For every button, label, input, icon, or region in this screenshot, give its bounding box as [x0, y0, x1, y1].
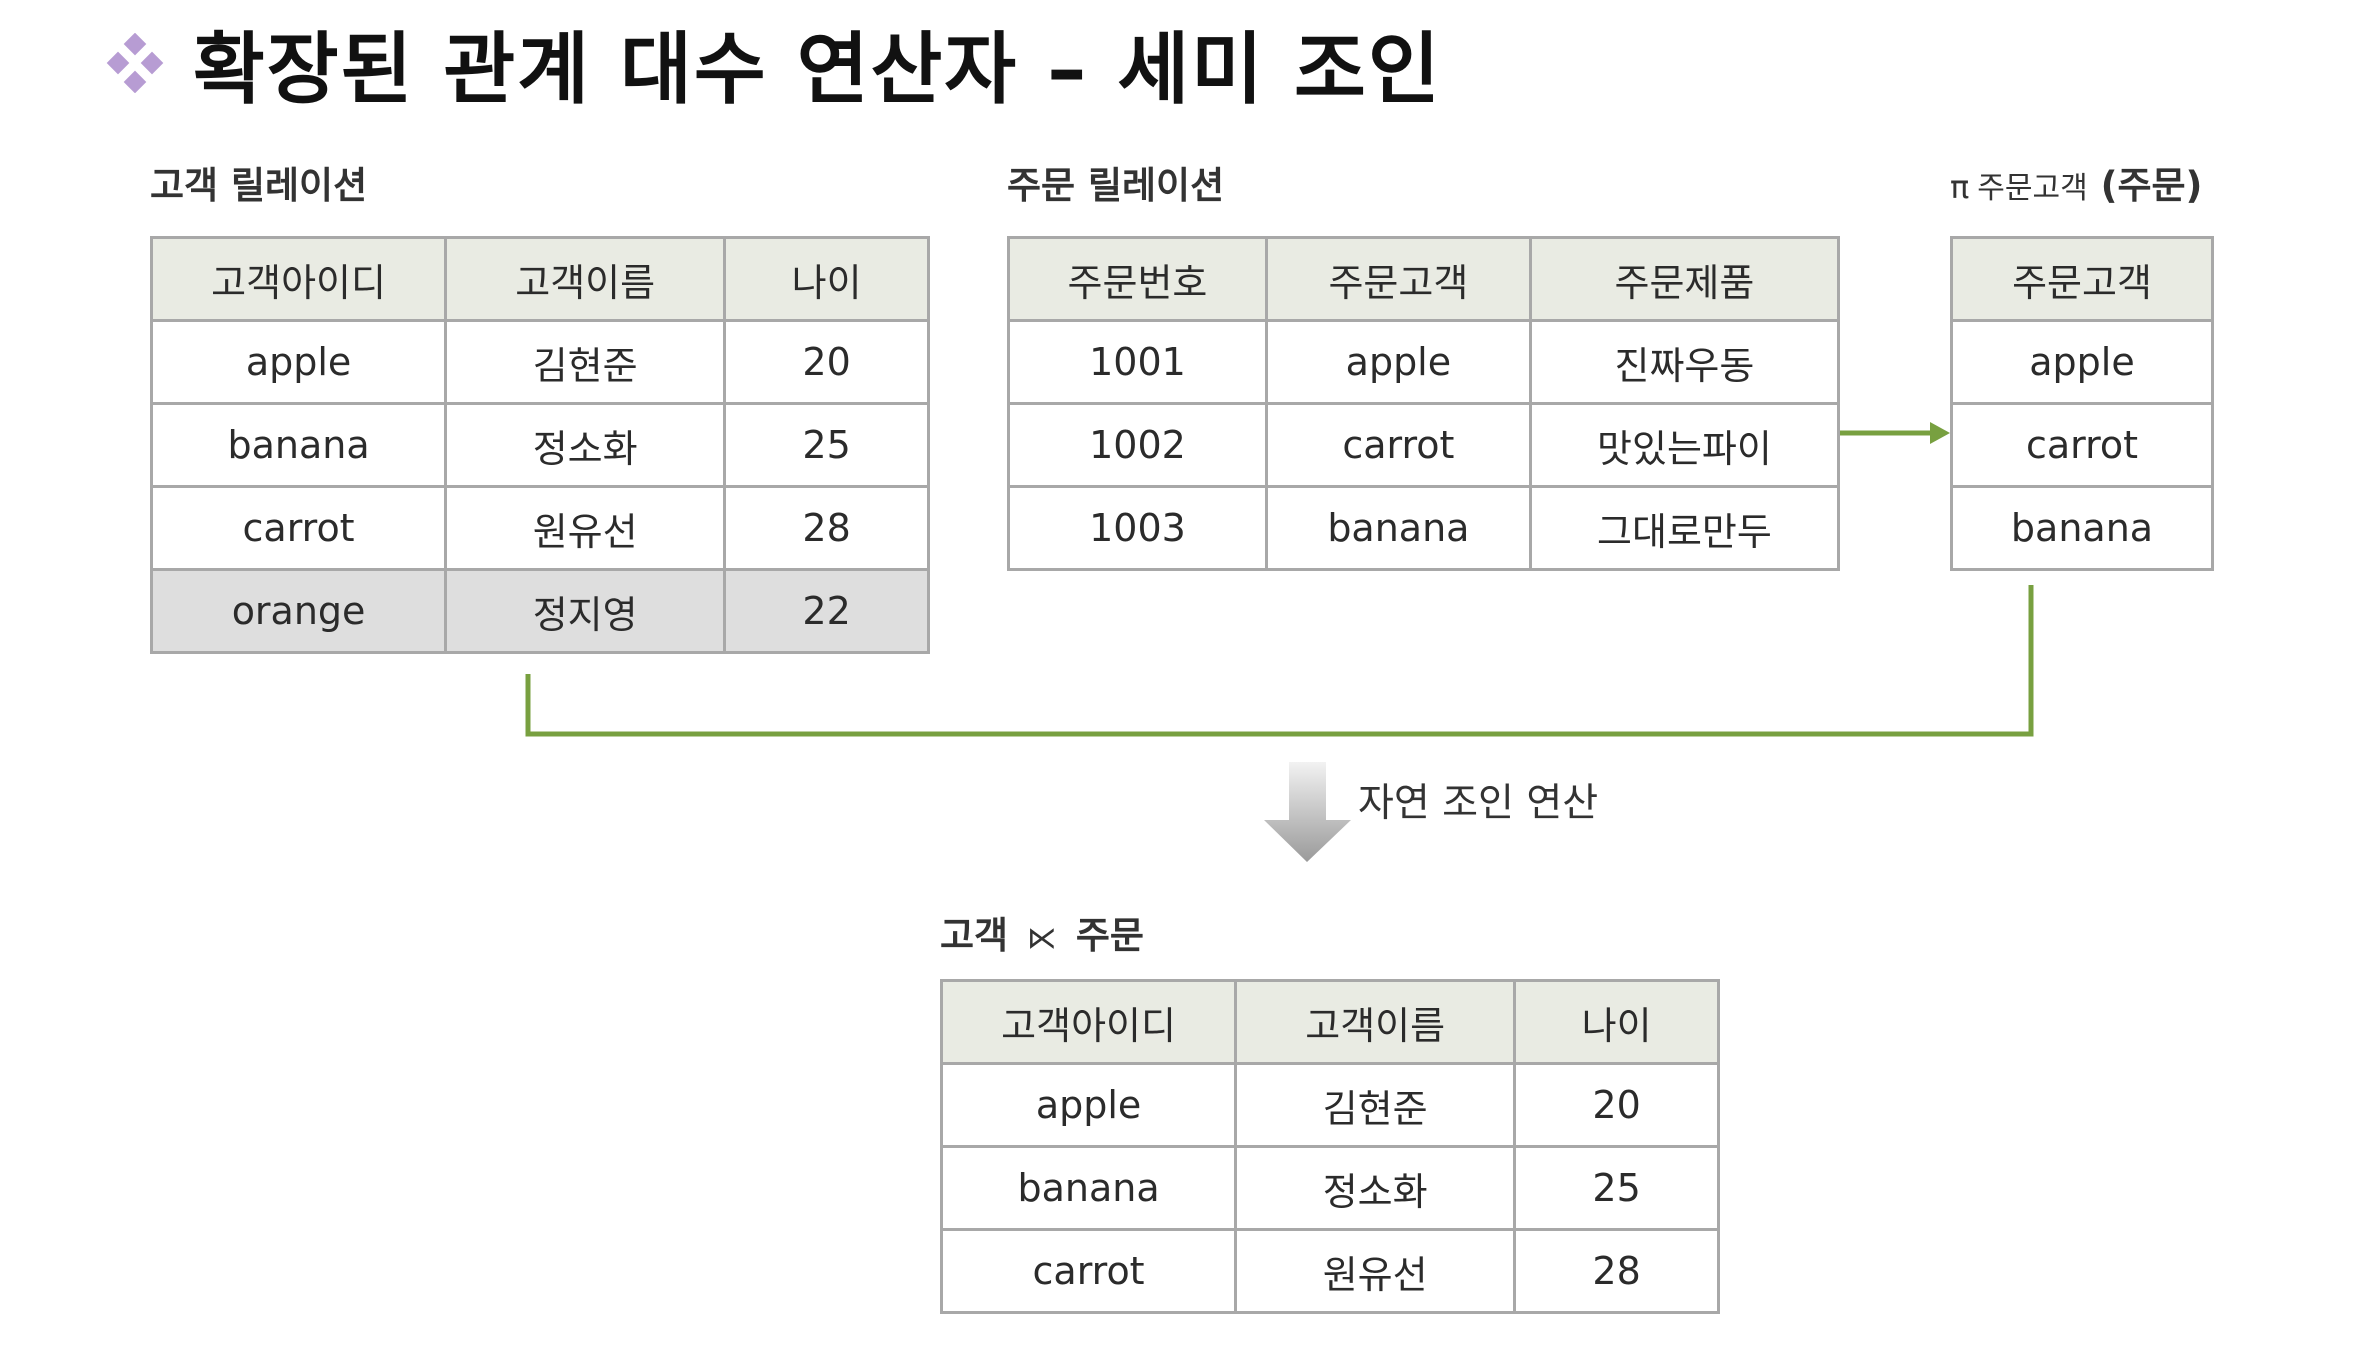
semijoin-operator: ⋉: [1026, 921, 1057, 956]
table-cell: 22: [723, 568, 930, 654]
table-cell: 원유선: [444, 485, 727, 571]
table-cell: carrot: [1264, 402, 1532, 488]
result-right-relation: 주문: [1075, 914, 1144, 957]
customer-relation-label: 고객 릴레이션: [150, 164, 368, 207]
table-cell: 1003: [1007, 485, 1268, 571]
table-cell: 정소화: [444, 402, 727, 488]
table-cell: 20: [1513, 1062, 1720, 1148]
table-cell: 맛있는파이: [1528, 402, 1841, 488]
table-header-row: 주문고객: [1950, 236, 2214, 322]
operation-label: 자연 조인 연산: [1358, 781, 1599, 826]
column-header: 나이: [723, 236, 930, 322]
table-cell: banana: [939, 1145, 1238, 1231]
table-header-row: 고객아이디 고객이름 나이: [149, 236, 930, 322]
table-cell: 정소화: [1234, 1145, 1517, 1231]
table-cell: 25: [723, 402, 930, 488]
table-row: banana 정소화 25: [149, 402, 930, 488]
result-left-relation: 고객: [940, 914, 1009, 957]
table-row: 1002 carrot 맛있는파이: [1007, 402, 1841, 488]
table-row: carrot: [1950, 402, 2214, 488]
projection-arrow: [1840, 422, 1950, 444]
table-cell: banana: [1950, 485, 2214, 571]
column-header: 주문제품: [1528, 236, 1841, 322]
table-row: 1003 banana 그대로만두: [1007, 485, 1841, 571]
table-cell: 1002: [1007, 402, 1268, 488]
diamond-bullet-icon: [106, 33, 164, 93]
result-table: 고객아이디 고객이름 나이 apple 김현준 20 banana 정소화 25…: [939, 979, 1720, 1314]
table-row: apple: [1950, 319, 2214, 405]
column-header: 고객이름: [444, 236, 727, 322]
join-connector-line: [525, 585, 2034, 737]
table-cell: 28: [723, 485, 930, 571]
order-table: 주문번호 주문고객 주문제품 1001 apple 진짜우동 1002 carr…: [1007, 236, 1841, 571]
table-row: apple 김현준 20: [939, 1062, 1720, 1148]
column-header: 고객아이디: [149, 236, 448, 322]
table-cell: orange: [149, 568, 448, 654]
table-row: apple 김현준 20: [149, 319, 930, 405]
projection-relation: (주문): [2100, 164, 2203, 207]
projection-table: 주문고객 apple carrot banana: [1950, 236, 2214, 571]
table-header-row: 고객아이디 고객이름 나이: [939, 979, 1720, 1065]
table-row: banana 정소화 25: [939, 1145, 1720, 1231]
table-cell: 김현준: [444, 319, 727, 405]
down-arrow-icon: [1264, 762, 1351, 862]
order-relation-label: 주문 릴레이션: [1007, 164, 1225, 207]
table-cell: apple: [149, 319, 448, 405]
table-cell: carrot: [1950, 402, 2214, 488]
table-cell: carrot: [939, 1228, 1238, 1314]
customer-table: 고객아이디 고객이름 나이 apple 김현준 20 banana 정소화 25…: [149, 236, 930, 654]
table-cell: 1001: [1007, 319, 1268, 405]
table-cell: 원유선: [1234, 1228, 1517, 1314]
table-header-row: 주문번호 주문고객 주문제품: [1007, 236, 1841, 322]
table-cell: banana: [149, 402, 448, 488]
column-header: 고객이름: [1234, 979, 1517, 1065]
table-cell: 진짜우동: [1528, 319, 1841, 405]
excluded-table-row: orange 정지영 22: [149, 568, 930, 654]
table-row: carrot 원유선 28: [149, 485, 930, 571]
table-cell: 20: [723, 319, 930, 405]
result-label: 고객 ⋉ 주문: [940, 905, 1144, 959]
table-cell: 28: [1513, 1228, 1720, 1314]
projection-label: π 주문고객 (주문): [1950, 155, 2202, 209]
column-header: 나이: [1513, 979, 1720, 1065]
table-row: carrot 원유선 28: [939, 1228, 1720, 1314]
table-cell: carrot: [149, 485, 448, 571]
table-cell: 정지영: [444, 568, 727, 654]
projection-attribute: 주문고객: [1977, 171, 2088, 206]
table-cell: apple: [939, 1062, 1238, 1148]
table-row: banana: [1950, 485, 2214, 571]
table-cell: 김현준: [1234, 1062, 1517, 1148]
column-header: 고객아이디: [939, 979, 1238, 1065]
column-header: 주문고객: [1264, 236, 1532, 322]
page-title: 확장된 관계 대수 연산자 – 세미 조인: [193, 25, 1442, 115]
table-cell: banana: [1264, 485, 1532, 571]
column-header: 주문번호: [1007, 236, 1268, 322]
title-row: 확장된 관계 대수 연산자 – 세미 조인: [105, 18, 1442, 115]
table-row: 1001 apple 진짜우동: [1007, 319, 1841, 405]
table-cell: 그대로만두: [1528, 485, 1841, 571]
table-cell: apple: [1950, 319, 2214, 405]
table-cell: 25: [1513, 1145, 1720, 1231]
table-cell: apple: [1264, 319, 1532, 405]
column-header: 주문고객: [1950, 236, 2214, 322]
pi-symbol: π: [1950, 168, 1970, 206]
